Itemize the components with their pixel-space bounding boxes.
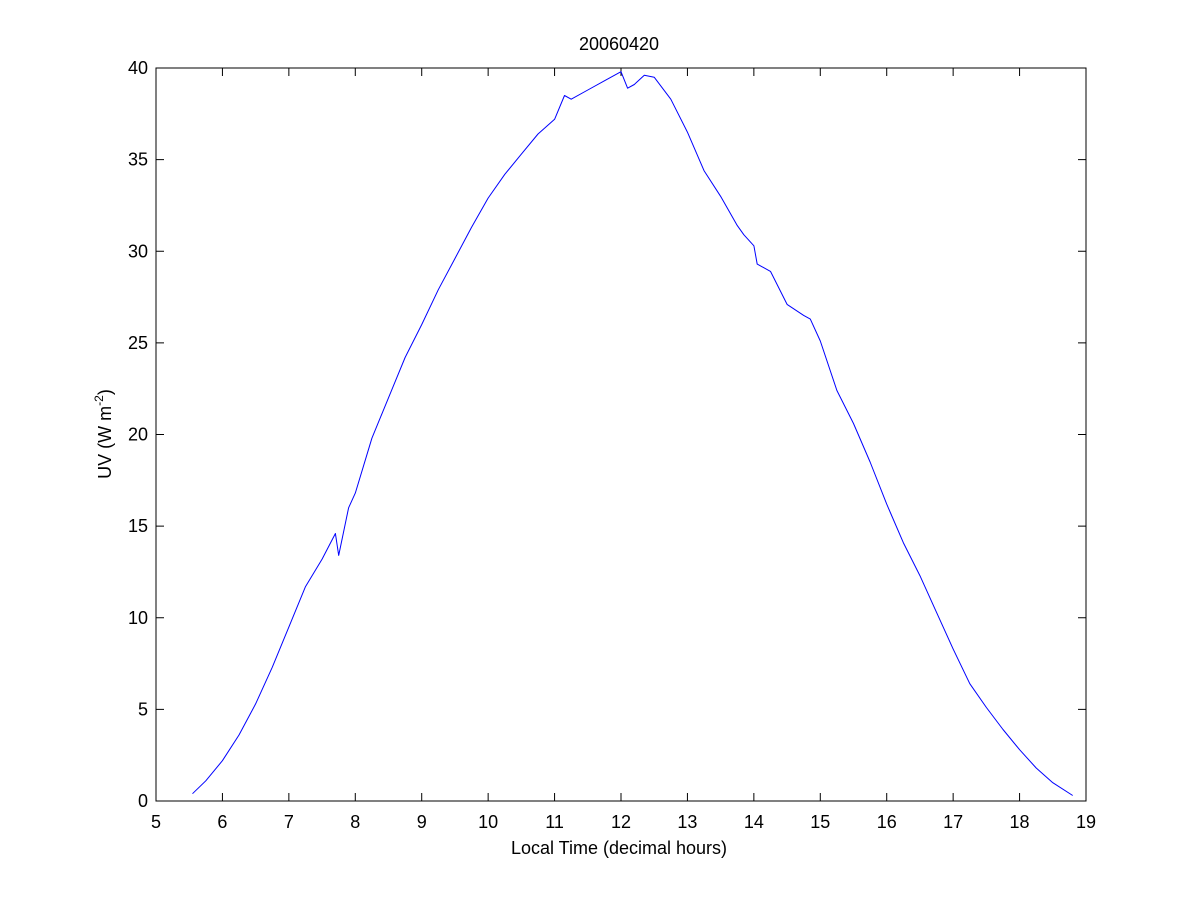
y-tick-label: 0 <box>138 791 148 811</box>
x-tick-label: 7 <box>284 812 294 832</box>
y-axis-label-superscript: -2 <box>92 395 106 406</box>
y-axis-ticks: 0 5 10 15 20 25 30 35 40 <box>128 58 1086 811</box>
x-tick-label: 5 <box>151 812 161 832</box>
plot-frame <box>155 67 1087 802</box>
y-tick-label: 10 <box>128 608 148 628</box>
y-axis-label-close: ) <box>95 389 115 395</box>
plot-series <box>192 71 1073 796</box>
x-tick-label: 18 <box>1010 812 1030 832</box>
x-axis-ticks: 5 6 7 8 9 10 11 12 13 14 15 16 17 18 19 <box>151 68 1096 832</box>
y-tick-label: 20 <box>128 425 148 445</box>
x-axis-label: Local Time (decimal hours) <box>511 838 727 858</box>
x-tick-label: 16 <box>877 812 897 832</box>
y-axis-label-main: UV (W m <box>95 406 115 479</box>
x-tick-label: 10 <box>478 812 498 832</box>
x-tick-label: 15 <box>810 812 830 832</box>
y-tick-label: 35 <box>128 150 148 170</box>
x-tick-label: 6 <box>217 812 227 832</box>
chart-title: 20060420 <box>579 34 659 54</box>
x-tick-label: 17 <box>943 812 963 832</box>
x-tick-label: 8 <box>350 812 360 832</box>
x-tick-label: 14 <box>744 812 764 832</box>
y-tick-label: 5 <box>138 699 148 719</box>
x-tick-label: 9 <box>417 812 427 832</box>
y-tick-label: 30 <box>128 241 148 261</box>
x-tick-label: 13 <box>677 812 697 832</box>
y-axis-label: UV (W m-2) <box>92 389 115 479</box>
x-tick-label: 11 <box>545 812 564 832</box>
y-tick-label: 25 <box>128 333 148 353</box>
x-tick-label: 12 <box>611 812 631 832</box>
y-tick-label: 15 <box>128 516 148 536</box>
uv-series-line <box>192 71 1073 796</box>
y-tick-label: 40 <box>128 58 148 78</box>
x-tick-label: 19 <box>1076 812 1096 832</box>
